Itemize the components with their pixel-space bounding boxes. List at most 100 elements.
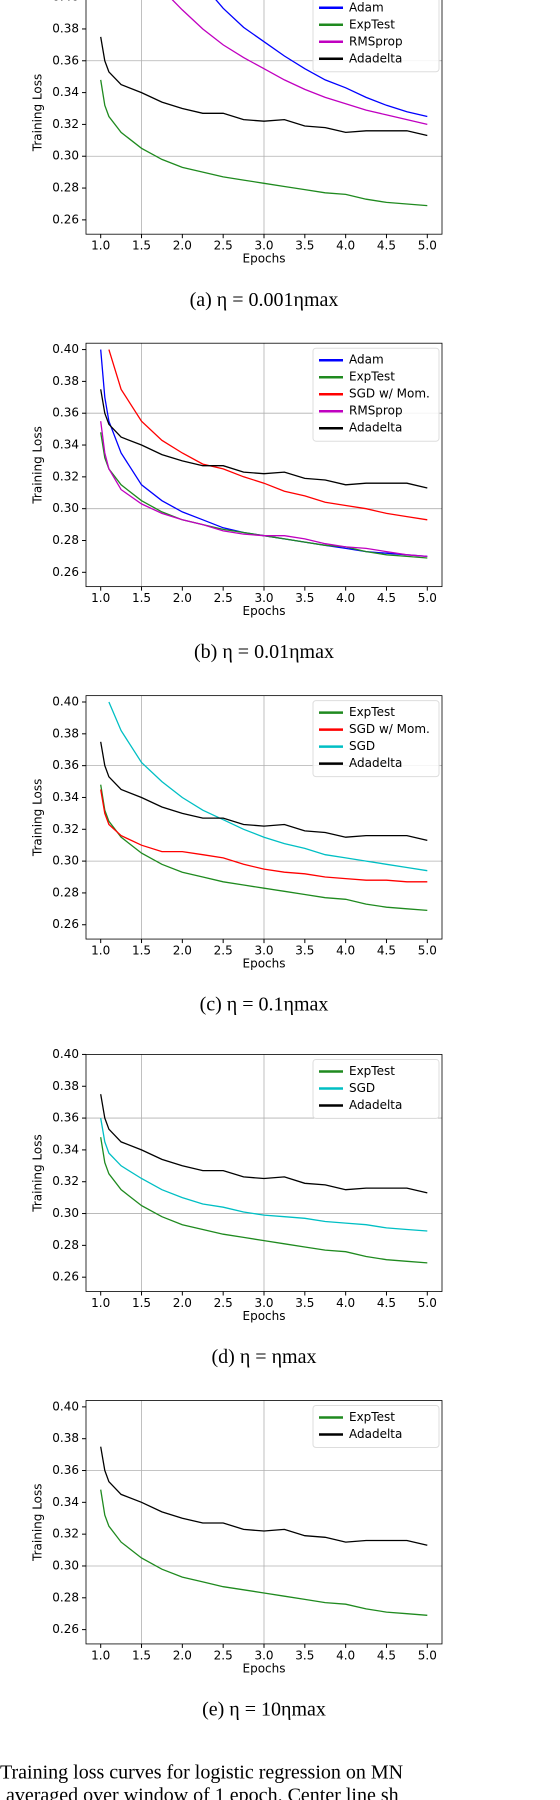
panel-caption: (a) η = 0.001ηmax [190,289,339,311]
x-tick-label: 5.0 [418,1296,437,1310]
x-tick-label: 5.0 [418,1648,437,1662]
x-tick-label: 5.0 [418,944,437,958]
series-line [100,36,428,137]
y-tick-label: 0.28 [52,181,79,195]
x-tick-label: 2.0 [173,1648,192,1662]
y-axis-label: Training Loss [31,1483,45,1561]
y-tick-label: 0.30 [52,149,79,163]
legend-box [312,0,440,73]
x-tick-label: 2.5 [214,1296,233,1310]
y-tick-label: 0.40 [52,1399,79,1413]
x-tick-label: 2.5 [214,239,233,253]
x-tick-label: 3.0 [254,944,273,958]
legend-box [312,1405,440,1449]
y-tick-label: 0.40 [52,0,79,4]
legend-label: ExpTest [349,17,395,31]
legend-label: Adadelta [349,1098,402,1112]
x-tick-label: 2.0 [173,944,192,958]
figure-caption: averaged over window of 1 epoch. Center … [6,1785,399,1800]
panel-caption: (d) η = ηmax [212,1346,317,1368]
legend-label: SGD [349,739,375,753]
y-tick-label: 0.28 [52,533,79,547]
x-axis-label: Epochs [243,1661,286,1675]
x-tick-label: 4.0 [336,1648,355,1662]
x-tick-label: 3.0 [254,591,273,605]
x-tick-label: 3.0 [254,239,273,253]
legend-label: Adam [349,0,384,14]
legend-label: SGD w/ Mom. [349,722,430,736]
series-line [100,1489,428,1616]
series-group [100,1094,428,1264]
series-line [171,0,428,126]
y-tick-label: 0.28 [52,885,79,899]
y-tick-label: 0.28 [52,1590,79,1604]
y-axis-label: Training Loss [31,1134,45,1212]
y-tick-label: 0.40 [52,695,79,709]
x-tick-label: 1.5 [132,1648,151,1662]
legend-label: RMSprop [349,404,403,418]
x-tick-label: 4.5 [377,1296,396,1310]
x-tick-label: 2.0 [173,1296,192,1310]
legend-label: RMSprop [349,34,403,48]
y-tick-label: 0.38 [52,726,79,740]
x-tick-label: 3.5 [295,239,314,253]
legend-label: ExpTest [349,1410,395,1424]
panel: 1.0 1.5 2.0 2.5 3.0 3.5 4.0 4.5 5.0 0.26 0.28 0.30 0… [31,1399,443,1721]
y-tick-label: 0.32 [52,1527,79,1541]
x-tick-label: 1.5 [132,1296,151,1310]
x-axis-label: Epochs [243,604,286,618]
x-tick-label: 2.5 [214,1648,233,1662]
figure-caption: Training loss curves for logistic regres… [0,1762,403,1784]
x-tick-label: 2.0 [173,591,192,605]
series-line [100,741,428,842]
panel: 1.0 1.5 2.0 2.5 3.0 3.5 4.0 4.5 5.0 0.26 0.28 0.30 0… [31,1047,443,1368]
series-line [100,421,428,558]
series-line [100,389,428,489]
y-tick-label: 0.26 [52,1622,79,1636]
y-tick-label: 0.34 [52,1495,79,1509]
x-tick-label: 4.0 [336,239,355,253]
x-axis-label: Epochs [243,957,286,971]
x-tick-label: 4.5 [377,591,396,605]
y-tick-label: 0.36 [52,53,79,67]
panel: 1.0 1.5 2.0 2.5 3.0 3.5 4.0 4.5 5.0 0.26 0.28 0.30 0… [31,695,443,1016]
series-line [215,0,428,118]
x-tick-label: 2.5 [214,944,233,958]
series-line [100,1094,428,1194]
y-tick-label: 0.32 [52,117,79,131]
series-line [100,784,428,912]
panel: 1.0 1.5 2.0 2.5 3.0 3.5 4.0 4.5 5.0 0.26 0.28 0.30 0… [31,342,443,663]
y-tick-label: 0.34 [52,438,79,452]
series-group [100,701,428,912]
y-tick-label: 0.32 [52,469,79,483]
y-tick-label: 0.34 [52,1142,79,1156]
x-tick-label: 3.0 [254,1296,273,1310]
legend-label: SGD [349,1081,375,1095]
x-tick-label: 4.0 [336,1296,355,1310]
series-line [100,1446,428,1546]
y-tick-label: 0.26 [52,1270,79,1284]
x-tick-label: 1.0 [91,1648,110,1662]
panel-caption: (b) η = 0.01ηmax [194,641,334,663]
x-tick-label: 1.0 [91,944,110,958]
y-tick-label: 0.26 [52,565,79,579]
x-tick-label: 4.0 [336,591,355,605]
legend-label: Adadelta [349,1427,402,1441]
y-tick-label: 0.36 [52,1463,79,1477]
series-group [100,1446,428,1616]
x-tick-label: 1.5 [132,944,151,958]
panel-caption: (c) η = 0.1ηmax [200,994,329,1016]
legend-label: ExpTest [349,1064,395,1078]
legend-label: ExpTest [349,370,395,384]
y-tick-label: 0.32 [52,1174,79,1188]
y-tick-label: 0.26 [52,212,79,226]
x-tick-label: 2.0 [173,239,192,253]
y-tick-label: 0.38 [52,1431,79,1445]
y-tick-label: 0.38 [52,21,79,35]
y-axis-label: Training Loss [31,74,45,152]
x-tick-label: 4.5 [377,1648,396,1662]
x-tick-label: 3.0 [254,1648,273,1662]
x-tick-label: 5.0 [418,239,437,253]
x-tick-label: 1.0 [91,239,110,253]
